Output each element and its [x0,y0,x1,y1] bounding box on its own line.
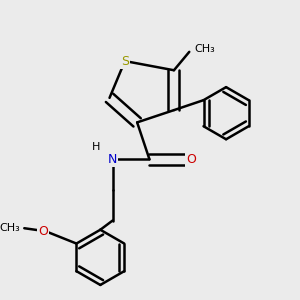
Text: CH₃: CH₃ [194,44,214,54]
Text: O: O [38,225,48,238]
Text: CH₃: CH₃ [0,223,20,233]
Text: S: S [121,55,129,68]
Text: H: H [92,142,100,152]
Text: O: O [186,153,196,166]
Text: N: N [108,153,117,166]
